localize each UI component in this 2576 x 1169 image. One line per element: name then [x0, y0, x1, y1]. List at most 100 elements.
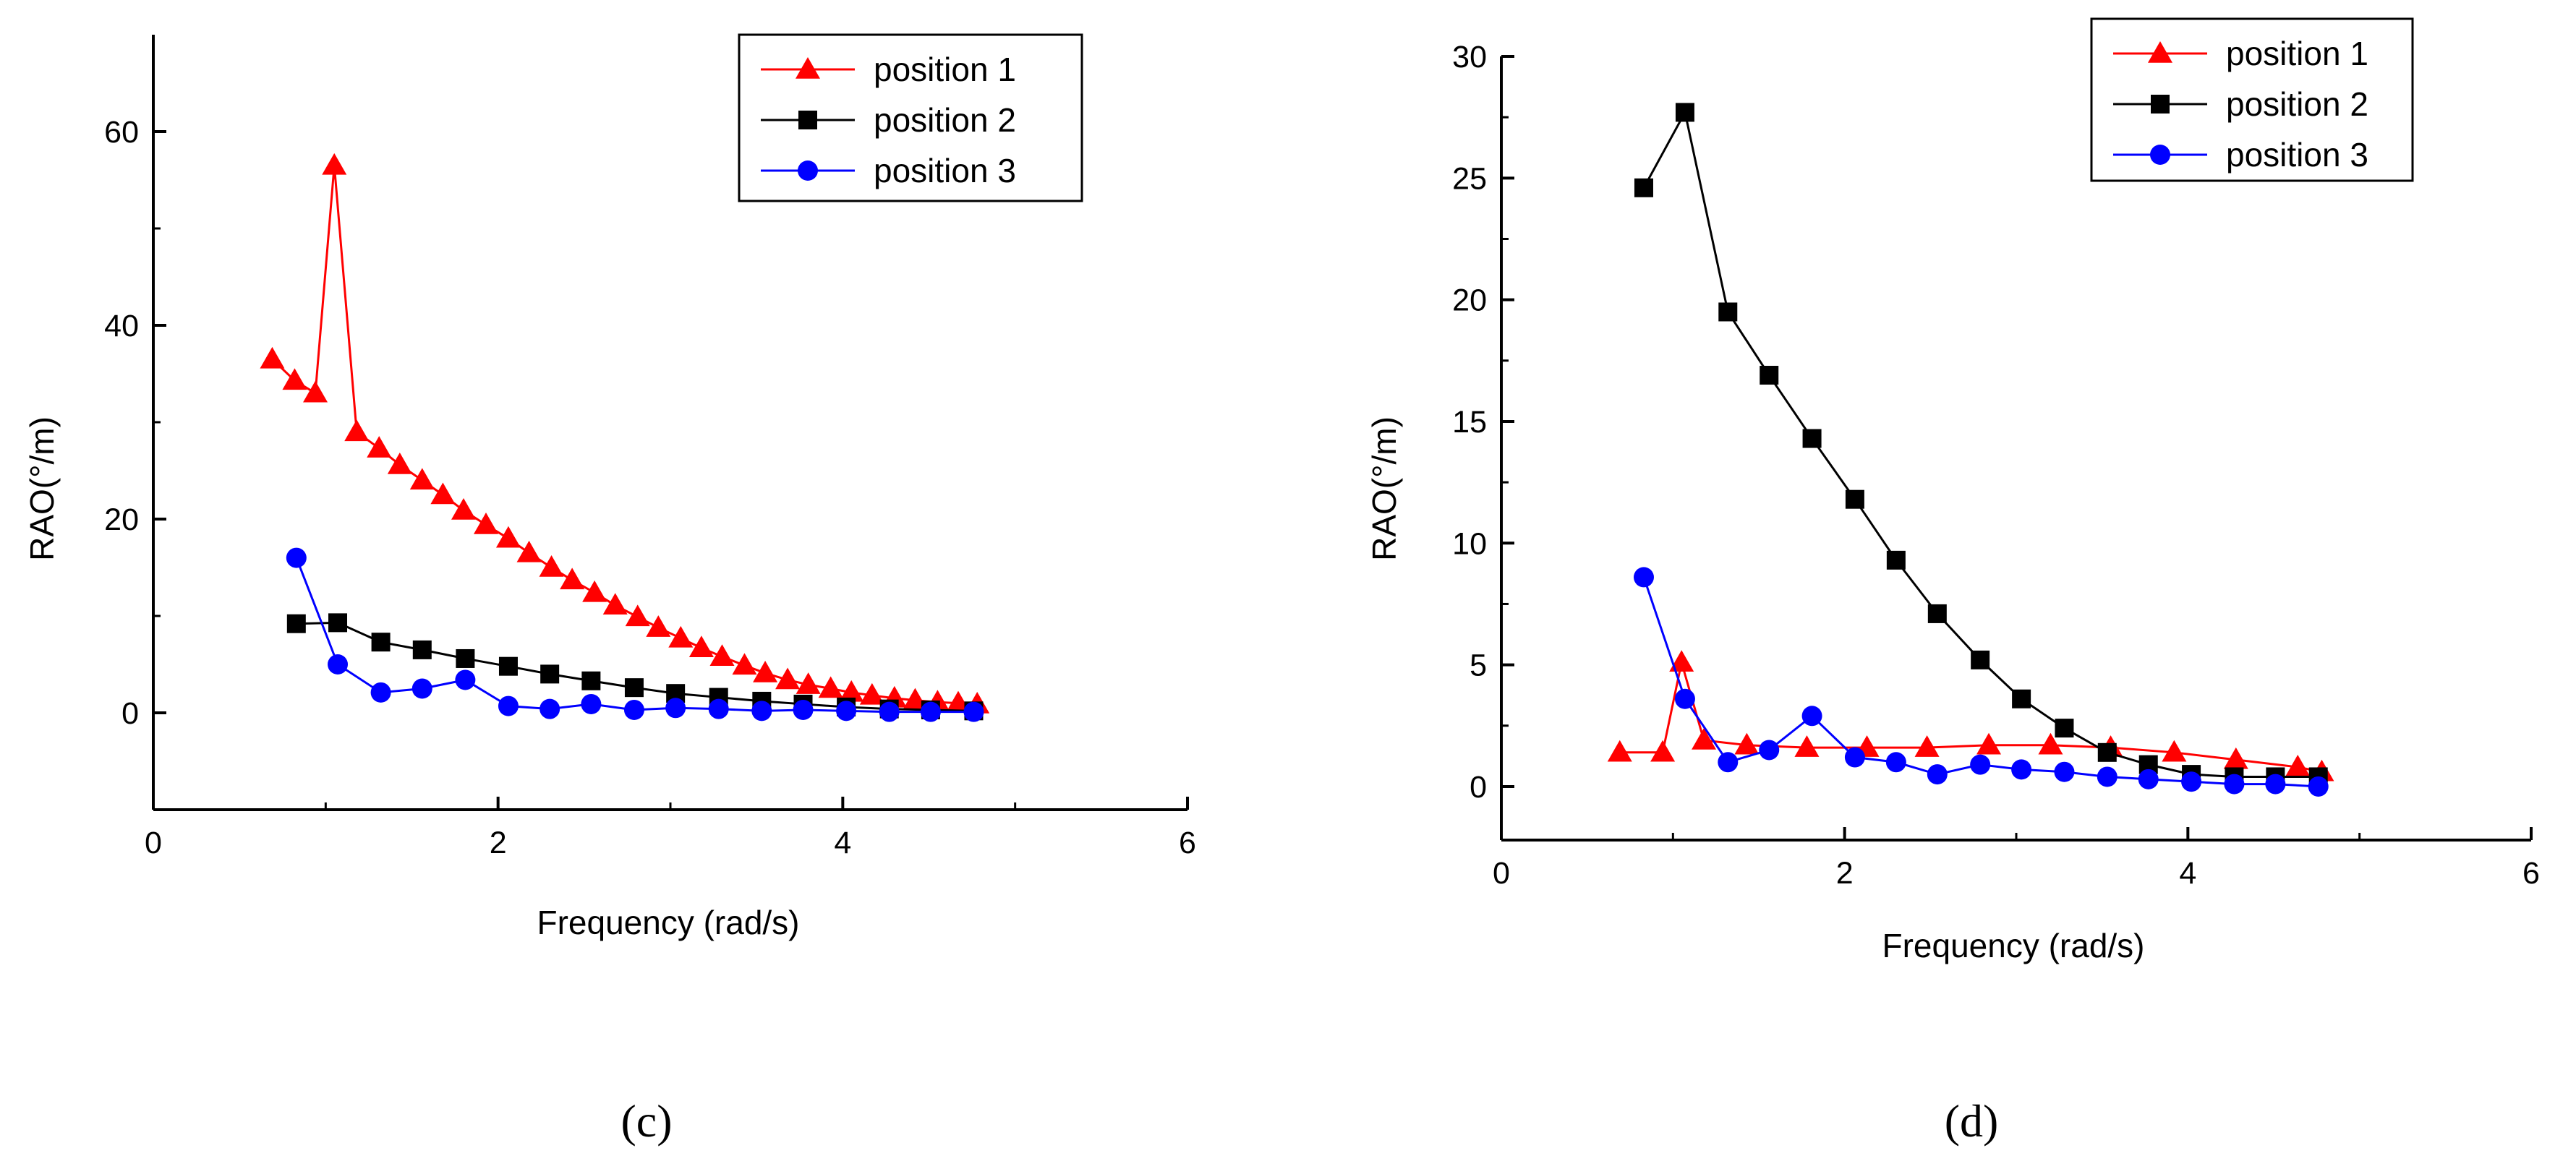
data-point — [2223, 747, 2248, 769]
data-point — [473, 513, 498, 534]
data-point — [411, 678, 432, 699]
y-axis-title: RAO(°/m) — [1365, 416, 1403, 561]
data-point — [625, 604, 650, 627]
legend-label: position 3 — [874, 152, 1016, 189]
data-point — [560, 568, 585, 590]
data-point — [920, 701, 941, 722]
data-point — [859, 682, 884, 705]
y-tick-label: 5 — [1470, 648, 1487, 683]
data-point — [2162, 740, 2187, 762]
data-point — [328, 613, 348, 633]
legend-box — [738, 33, 1083, 202]
data-point — [602, 593, 628, 615]
data-point — [412, 640, 432, 659]
series-line — [271, 165, 978, 706]
legend-label: position 1 — [874, 51, 1016, 88]
x-tick-label: 6 — [2522, 856, 2540, 891]
data-point — [498, 656, 518, 676]
y-tick-label: 30 — [1452, 40, 1487, 74]
data-point — [1844, 747, 1865, 768]
data-point — [708, 698, 729, 719]
data-point — [688, 635, 714, 657]
data-point — [1970, 754, 1991, 775]
y-tick-label: 0 — [1470, 770, 1487, 805]
data-point — [623, 699, 644, 720]
data-point — [1801, 706, 1822, 727]
data-point — [751, 701, 772, 721]
data-point — [1885, 752, 1906, 773]
y-tick-label: 10 — [1452, 526, 1487, 561]
data-point — [451, 497, 476, 520]
chart-panel-d: Frequency (rad/s) RAO(°/m) (d) 0 2 4 6 0 5 10 1… — [1365, 17, 2540, 1147]
data-point — [796, 672, 821, 694]
data-point — [2224, 774, 2245, 795]
x-axis-title: Frequency (rad/s) — [537, 904, 799, 941]
data-point — [1794, 735, 1820, 757]
data-point — [581, 693, 602, 714]
data-point — [1802, 429, 1822, 448]
data-point — [1886, 550, 1906, 570]
data-point — [1760, 366, 1779, 385]
legend-label: position 2 — [2226, 85, 2368, 123]
data-point — [1669, 650, 1694, 672]
data-point — [775, 667, 801, 690]
data-point — [1914, 735, 1940, 757]
data-point — [646, 615, 671, 637]
data-point — [260, 346, 285, 369]
data-point — [344, 419, 370, 442]
data-point — [2054, 761, 2075, 782]
x-tick-label: 2 — [1836, 856, 1854, 891]
data-point — [498, 695, 519, 716]
data-point — [668, 625, 694, 648]
legend-label: position 3 — [2226, 136, 2368, 174]
data-point — [1927, 764, 1948, 785]
y-tick-label: 60 — [104, 115, 139, 150]
data-point — [370, 682, 391, 703]
series-line — [1642, 109, 2319, 778]
data-point — [2097, 766, 2117, 787]
legend-label: position 1 — [2226, 35, 2368, 72]
data-point — [1634, 178, 1653, 197]
legend-marker — [2150, 145, 2170, 165]
data-point — [1718, 302, 1738, 322]
data-point — [371, 633, 391, 652]
panel-label-c: (c) — [620, 1095, 672, 1147]
legend: position 1 position 2 position 3 — [2090, 17, 2414, 182]
data-point — [2097, 742, 2117, 762]
panel-label-d: (d) — [1945, 1095, 1999, 1147]
data-point — [286, 547, 307, 568]
data-point — [1692, 727, 1717, 750]
data-point — [286, 614, 306, 633]
legend-marker — [798, 111, 817, 129]
data-point — [1927, 604, 1947, 623]
legend-marker — [2151, 95, 2170, 114]
data-point — [387, 452, 412, 474]
data-point — [581, 671, 601, 690]
data-point — [328, 654, 349, 675]
x-tick-label: 6 — [1179, 826, 1196, 860]
series-3 — [1633, 567, 2329, 797]
data-point — [1759, 740, 1780, 761]
data-point — [1845, 489, 1864, 509]
data-point — [793, 699, 814, 720]
data-point — [456, 648, 475, 668]
data-point — [1734, 732, 1760, 755]
x-tick-label: 4 — [834, 826, 851, 860]
chart-panel-c: Frequency (rad/s) RAO(°/m) (c) 0 2 4 602040… — [23, 33, 1196, 1147]
data-point — [2265, 774, 2286, 795]
data-point — [839, 680, 864, 702]
data-point — [539, 698, 560, 719]
data-point — [2308, 776, 2329, 797]
data-point — [665, 698, 686, 719]
data-point — [322, 153, 347, 175]
data-point — [409, 468, 435, 490]
data-point — [2012, 689, 2031, 708]
data-point — [455, 669, 476, 690]
y-tick-label: 15 — [1452, 405, 1487, 440]
data-point — [818, 676, 843, 698]
legend-label: position 2 — [874, 101, 1016, 139]
data-point — [963, 701, 984, 722]
data-point — [1675, 103, 1694, 122]
x-tick-label: 0 — [145, 826, 162, 860]
data-point — [495, 526, 521, 548]
